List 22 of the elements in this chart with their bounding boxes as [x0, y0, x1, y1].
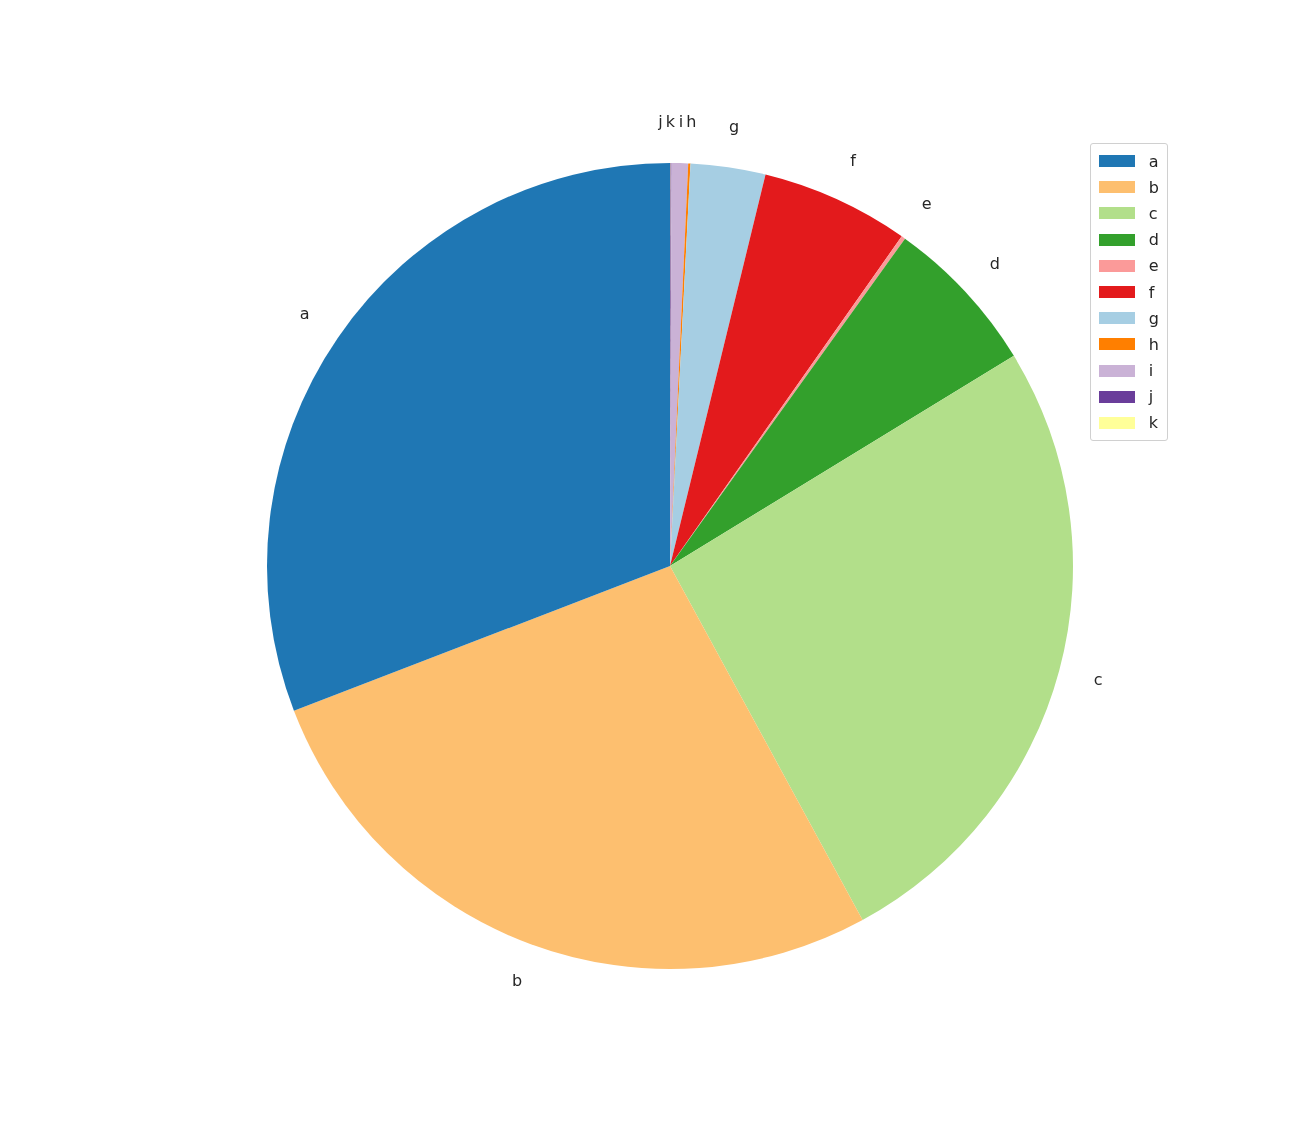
slice-label: a — [299, 304, 310, 324]
slice-label: i — [678, 111, 684, 131]
slice-label: e — [921, 193, 932, 213]
legend-label: e — [1148, 256, 1159, 276]
legend-label: f — [1148, 282, 1155, 302]
slice-label: b — [511, 971, 523, 991]
legend-label: h — [1148, 334, 1159, 354]
legend-label: j — [1148, 387, 1154, 407]
slice-label: f — [850, 151, 857, 171]
slice-label: g — [729, 116, 740, 136]
slice-label: d — [989, 253, 1000, 273]
legend-label: k — [1148, 413, 1159, 433]
legend-label: b — [1148, 177, 1159, 197]
legend-label: d — [1148, 230, 1159, 250]
slice-label: c — [1093, 669, 1103, 689]
slice-label: h — [686, 112, 697, 132]
legend-label: a — [1148, 151, 1159, 171]
slice-label: k — [665, 111, 676, 131]
legend-label: c — [1148, 203, 1158, 223]
legend-label: g — [1148, 308, 1159, 328]
legend-label: i — [1148, 361, 1154, 381]
slice-label: j — [657, 111, 663, 131]
